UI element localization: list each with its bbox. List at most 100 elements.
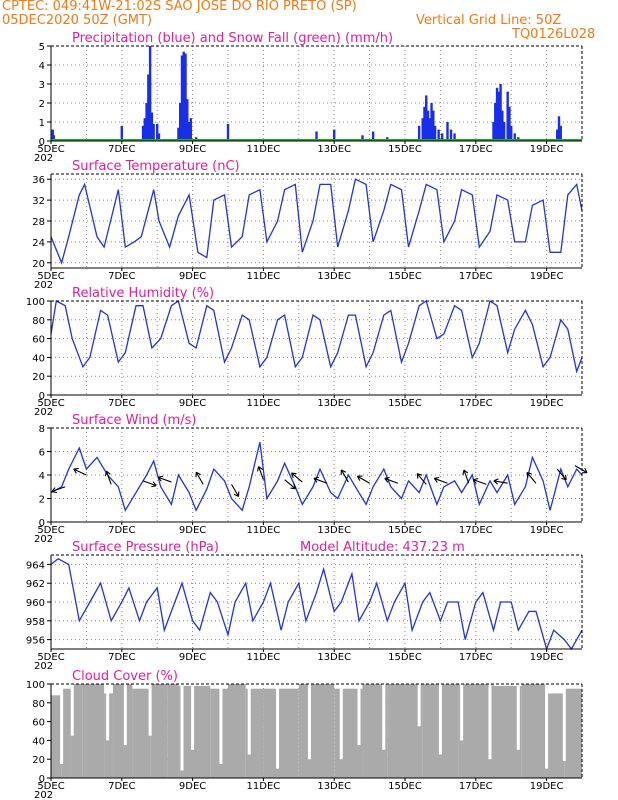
precip-bar: [177, 127, 180, 141]
header-run-time: 05DEC2020 50Z (GMT): [2, 13, 153, 28]
wind-arrow-shaft: [195, 472, 204, 485]
precip-bar: [152, 123, 155, 141]
wind-arrow-head: [257, 466, 260, 472]
precip-bar: [506, 91, 509, 141]
precip-bar: [446, 122, 449, 141]
wind-arrow-shaft: [434, 477, 448, 484]
y-tick-label: 0: [39, 518, 45, 529]
wind-arrow-head: [433, 478, 438, 483]
wind-arrow-head: [417, 473, 423, 476]
y-tick-label: 24: [32, 238, 45, 249]
precip-bar: [492, 122, 495, 141]
wind-arrow-shaft: [258, 466, 264, 480]
wind-arrow: [195, 471, 204, 485]
x-year-label: 202: [34, 407, 53, 418]
x-tick-label: 19DEC: [530, 144, 564, 155]
x-tick-label: 19DEC: [530, 525, 564, 536]
cloud-bar: [61, 688, 71, 778]
precip-bar: [423, 106, 426, 141]
y-tick-label: 0: [39, 774, 45, 785]
panel-5: 0 20 40 60 80 100 5DEC 7DEC 9DEC 11DEC 13DEC 15DEC 1…: [26, 669, 583, 800]
y-tick-label: 60: [32, 335, 45, 346]
panel-title: Precipitation (blue) and Snow Fall (gree…: [72, 31, 393, 46]
cloud-bar: [298, 684, 335, 778]
x-tick-label: 7DEC: [108, 398, 135, 409]
y-tick-label: 28: [32, 217, 45, 228]
precip-bar: [495, 87, 499, 141]
x-tick-label: 5DEC: [37, 144, 64, 155]
precip-bar: [432, 110, 435, 141]
x-tick-label: 9DEC: [179, 525, 206, 536]
x-tick-label: 5DEC: [37, 781, 64, 792]
wind-arrow-head: [341, 469, 347, 473]
x-tick-label: 17DEC: [459, 271, 493, 282]
header-model-id: TQ0126L028: [512, 27, 596, 42]
x-tick-label: 13DEC: [317, 271, 351, 282]
series-line: [50, 178, 583, 265]
precip-bar: [180, 55, 184, 141]
x-tick-label: 11DEC: [247, 144, 281, 155]
cloud-gap: [276, 684, 280, 769]
x-tick-label: 11DEC: [247, 525, 281, 536]
cloud-gap: [562, 684, 566, 762]
y-tick-label: 956: [26, 636, 45, 647]
y-tick-label: 20: [32, 755, 45, 766]
x-tick-label: 17DEC: [459, 652, 493, 663]
precip-bar: [437, 129, 440, 141]
cloud-gap: [438, 684, 442, 755]
cloud-gap: [247, 684, 251, 755]
wind-arrow-shaft: [231, 484, 240, 497]
x-tick-label: 9DEC: [179, 652, 206, 663]
y-tick-label: 8: [39, 424, 45, 435]
wind-arrow-head: [158, 475, 164, 478]
x-year-label: 202: [34, 280, 53, 291]
x-tick-label: 11DEC: [247, 781, 281, 792]
cloud-gap: [60, 684, 64, 764]
panel-title: Surface Temperature (nC): [72, 159, 240, 174]
x-tick-label: 17DEC: [459, 781, 493, 792]
wind-arrow-head: [526, 471, 532, 475]
cloud-bar: [112, 684, 133, 778]
cloud-gap: [339, 684, 343, 760]
precip-bar: [499, 84, 502, 141]
x-year-label: 202: [34, 790, 53, 800]
wind-arrow-head: [51, 491, 58, 494]
precip-bar: [502, 122, 506, 141]
wind-arrow-shaft: [556, 468, 567, 481]
precip-bar: [433, 125, 437, 141]
cloud-gap: [488, 684, 492, 760]
y-tick-label: 0: [39, 137, 45, 148]
x-tick-label: 13DEC: [317, 398, 351, 409]
wind-arrow: [291, 472, 303, 483]
wind-arrow-shaft: [105, 471, 112, 485]
wind-arrow: [356, 475, 370, 484]
x-tick-label: 17DEC: [459, 144, 493, 155]
precip-bar: [186, 99, 189, 141]
precip-bar: [421, 118, 424, 141]
wind-arrow: [73, 467, 87, 476]
wind-arrow: [313, 476, 328, 484]
precip-bar: [508, 106, 511, 141]
cloud-bar: [228, 684, 246, 778]
y-tick-label: 6: [39, 448, 45, 459]
wind-arrow-head: [416, 473, 419, 479]
precip-bar: [120, 125, 123, 141]
precip-bar: [179, 103, 182, 141]
wind-arrow-shaft: [142, 480, 157, 487]
cloud-gap: [417, 684, 421, 727]
cloud-bar: [263, 688, 299, 778]
precip-bar: [426, 110, 430, 141]
x-tick-label: 9DEC: [179, 398, 206, 409]
x-tick-label: 9DEC: [179, 271, 206, 282]
x-tick-label: 17DEC: [459, 525, 493, 536]
wind-arrow-head: [51, 487, 56, 492]
wind-arrow-head: [434, 476, 440, 479]
x-tick-label: 19DEC: [530, 271, 564, 282]
cloud-gap: [191, 684, 195, 750]
precip-bar: [150, 112, 154, 141]
x-tick-label: 5DEC: [37, 398, 64, 409]
wind-arrow-shaft: [416, 473, 427, 485]
y-tick-label: 962: [26, 579, 45, 590]
header-location: CPTEC: 049:41W-21:02S SAO JOSE DO RIO PR…: [2, 0, 357, 14]
